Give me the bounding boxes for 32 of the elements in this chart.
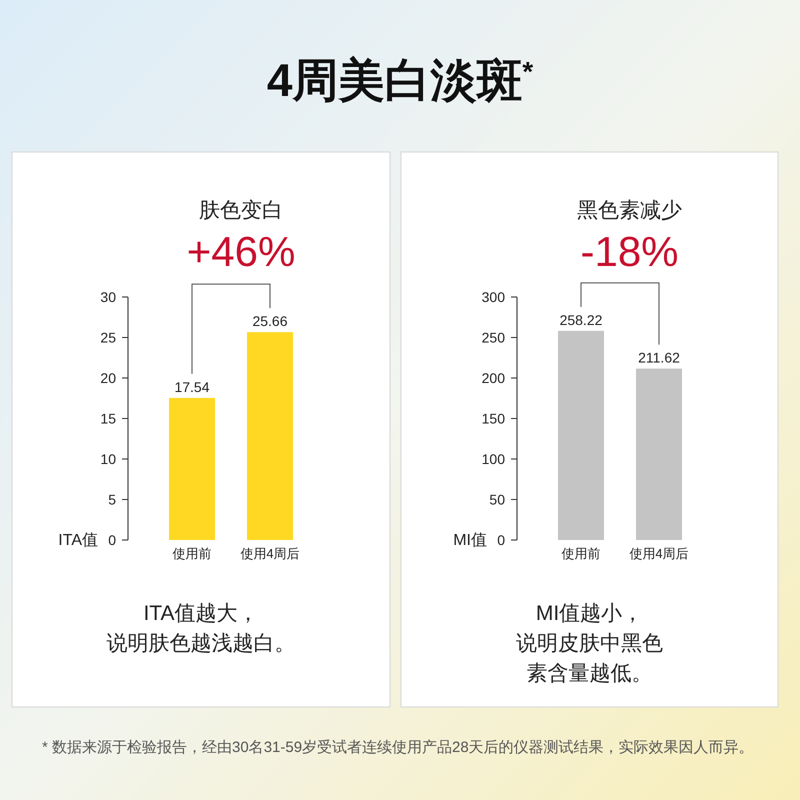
text: MI值越小，说明皮肤中黑色素含量越低。 [516, 602, 663, 685]
y-tick-label: 150 [482, 410, 506, 426]
chart-title: 黑色素减少 [577, 199, 682, 222]
y-tick-label: 50 [489, 492, 506, 508]
text: 4周美白淡斑$^{*}$ [266, 54, 534, 106]
x-tick-label: 使用前 [172, 546, 212, 561]
chart-subtitle: -18% [580, 228, 679, 275]
x-tick-label: 使用4周后 [629, 546, 689, 561]
data-label: 258.22 [560, 312, 603, 328]
y-tick-label: 15 [100, 410, 116, 426]
y-tick-label: 5 [108, 492, 116, 508]
y-tick-label: 25 [100, 330, 116, 346]
chart-title: 肤色变白 [199, 199, 283, 222]
y-tick-label: 0 [108, 532, 116, 548]
data-label: 211.62 [638, 350, 680, 366]
y-tick-label: 30 [100, 289, 116, 305]
y-axis-title: MI值 [453, 532, 487, 549]
y-tick-label: 20 [100, 370, 116, 386]
y-tick-label: 250 [482, 330, 506, 346]
x-tick-label: 使用前 [562, 546, 600, 561]
y-tick-label: 100 [482, 451, 506, 467]
y-tick-label: 10 [100, 451, 116, 467]
text: * 数据来源于检验报告，经由30名31-59岁受试者连续使用产品28天后的仪器测试结果，实际效果因人而异。 [42, 739, 754, 756]
chart-subtitle: +46% [186, 228, 296, 275]
data-label: 25.66 [252, 313, 288, 330]
y-tick-label: 0 [497, 532, 506, 548]
x-tick-label: 使用4周后 [240, 546, 300, 561]
y-tick-label: 200 [482, 370, 506, 386]
y-tick-label: 300 [482, 289, 506, 305]
text: ITA值越大，说明肤色越浅越白。 [106, 602, 296, 655]
y-axis-title: ITA值 [58, 532, 98, 549]
data-label: 17.54 [174, 378, 210, 395]
